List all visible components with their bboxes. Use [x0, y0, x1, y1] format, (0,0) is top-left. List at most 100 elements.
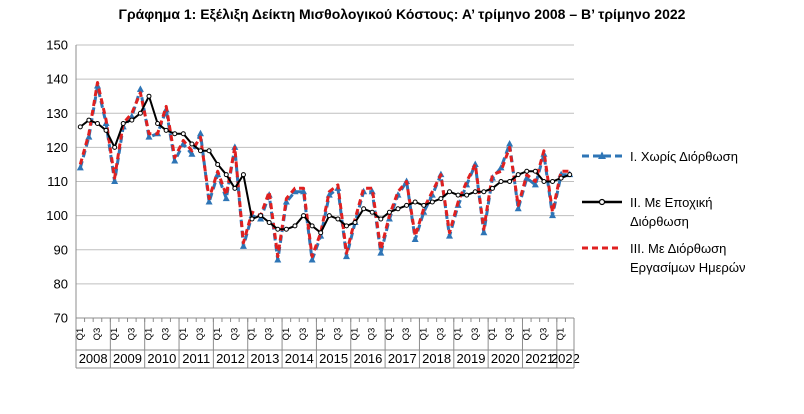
series-2-point: [129, 117, 135, 123]
quarter-label: Q3: [92, 328, 103, 341]
series-2-point: [567, 172, 573, 178]
series-1-point: [145, 133, 153, 140]
quarter-label: Q1: [556, 328, 567, 341]
x-axis: Q1 Q3 Q1 Q3 Q1 Q3 Q1 Q3 Q1 Q3 Q1 Q3 Q1 Q3 Q1 Q3 Q1 Q3 Q1 Q3…: [75, 317, 580, 369]
year-label: 2009: [113, 351, 142, 366]
series-1-point: [85, 133, 93, 140]
y-tick-label: 70: [54, 311, 68, 326]
series-2-point: [447, 189, 452, 195]
series-2-point: [249, 216, 255, 222]
series-2-point: [258, 213, 264, 219]
series-2-point: [223, 172, 229, 178]
series-2-point: [155, 120, 161, 126]
legend-marker-icon: [598, 198, 606, 206]
year-label: 2011: [182, 351, 210, 366]
series-1-point: [480, 228, 488, 236]
quarter-label: Q1: [384, 328, 395, 341]
series-1-point: [205, 197, 213, 205]
chart-title: Γράφημα 1: Εξέλιξη Δείκτη Μισθολογικού Κ…: [118, 6, 686, 22]
quarter-label: Q3: [332, 328, 343, 341]
year-label: 2015: [319, 351, 348, 366]
series-1-point: [171, 157, 179, 164]
quarter-label: Q3: [161, 328, 172, 341]
series-2-point: [103, 127, 109, 133]
y-tick-label: 80: [54, 276, 68, 291]
series-2-point: [292, 223, 298, 229]
series-2-point: [94, 120, 100, 126]
series-2-point: [421, 202, 427, 208]
series-2-point: [112, 144, 118, 150]
series-2-point: [464, 192, 470, 198]
quarter-label: Q3: [401, 328, 412, 341]
quarter-label: Q1: [453, 328, 464, 341]
y-tick-label: 100: [46, 208, 68, 223]
legend-label-1: I. Χωρίς Διόρθωση: [630, 149, 738, 164]
series-1-point: [446, 232, 453, 239]
quarter-label: Q3: [195, 328, 206, 341]
y-tick-label: 110: [47, 174, 68, 189]
series-1-point: [257, 215, 265, 222]
quarter-label: Q1: [521, 328, 532, 341]
series-2-point: [378, 216, 384, 222]
y-tick-label: 140: [46, 72, 68, 87]
series-1-point: [300, 187, 308, 195]
quarter-label: Q3: [470, 328, 481, 341]
year-label: 2020: [491, 351, 520, 366]
quarter-label: Q3: [504, 328, 515, 341]
quarter-label: Q1: [178, 328, 189, 341]
quarter-label: Q1: [109, 328, 120, 341]
series-2-point: [532, 168, 538, 174]
series-1-point: [111, 177, 119, 184]
year-label: 2010: [147, 351, 176, 366]
series-2-point: [498, 179, 504, 184]
series-2-point: [309, 223, 315, 229]
series-2-point: [369, 209, 375, 215]
series-2-point: [86, 117, 92, 123]
quarter-label: Q3: [229, 328, 240, 341]
series-2-point: [232, 185, 238, 191]
series-1-point: [523, 174, 531, 181]
series-2-point: [326, 213, 332, 219]
quarter-label: Q1: [487, 328, 498, 341]
series-2-point: [146, 93, 152, 99]
series-1-point: [506, 139, 514, 147]
y-tick-label: 90: [54, 242, 68, 257]
series-line-2: [79, 95, 571, 234]
series-2-point: [541, 179, 547, 184]
series-1-point: [188, 150, 196, 157]
series-1-point: [308, 255, 316, 263]
series-2-point: [438, 196, 444, 202]
y-axis: 70 80 90 100 110 120 130 140 150: [46, 38, 77, 326]
series-2-point: [120, 120, 126, 126]
quarter-label: Q1: [143, 328, 154, 341]
legend-label-3: III. Με Διόρθωση Εργασίμων Ημερών: [630, 241, 745, 275]
quarter-label: Q1: [350, 328, 361, 341]
series-2-point: [361, 206, 367, 212]
series-2-point: [455, 192, 461, 198]
year-label: 2017: [388, 351, 417, 366]
quarter-label: Q3: [126, 328, 137, 341]
legend: I. Χωρίς Διόρθωση II. Με Εποχική Διόρθωση I…: [582, 149, 745, 275]
series-2-point: [240, 172, 246, 178]
series-2-point: [335, 216, 341, 222]
series-2-point: [558, 175, 564, 181]
quarter-label: Q3: [538, 328, 549, 341]
series-2-point: [515, 172, 521, 178]
y-tick-label: 130: [46, 106, 68, 121]
year-label: 2014: [285, 351, 314, 366]
series-2-point: [395, 206, 401, 212]
series-1-point: [222, 194, 230, 202]
series-2-point: [206, 148, 212, 154]
year-label: 2013: [250, 351, 279, 366]
y-tick-label: 150: [46, 38, 68, 53]
series-2-point: [352, 219, 358, 225]
series-2-point: [507, 179, 513, 184]
series-2-point: [275, 226, 281, 232]
series-1-point: [239, 242, 247, 249]
series-2-point: [489, 185, 495, 191]
year-label: 2022: [551, 351, 580, 366]
series-1-point: [136, 85, 144, 92]
series-2-point: [77, 124, 83, 130]
quarter-label: Q3: [367, 328, 378, 341]
series-2-point: [472, 189, 478, 195]
